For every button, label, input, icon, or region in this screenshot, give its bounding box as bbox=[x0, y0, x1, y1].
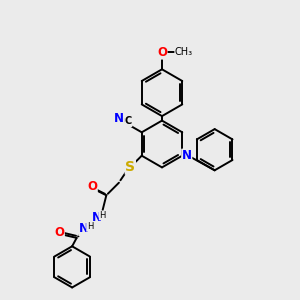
Text: N: N bbox=[92, 211, 101, 224]
Text: N: N bbox=[182, 149, 192, 162]
Text: N: N bbox=[114, 112, 124, 125]
Text: CH₃: CH₃ bbox=[175, 47, 193, 58]
Text: O: O bbox=[54, 226, 64, 239]
Text: H: H bbox=[99, 211, 106, 220]
Text: S: S bbox=[125, 160, 135, 174]
Text: C: C bbox=[124, 116, 132, 127]
Text: O: O bbox=[87, 180, 97, 193]
Text: N: N bbox=[79, 222, 89, 236]
Text: O: O bbox=[157, 46, 167, 59]
Text: H: H bbox=[87, 222, 93, 231]
